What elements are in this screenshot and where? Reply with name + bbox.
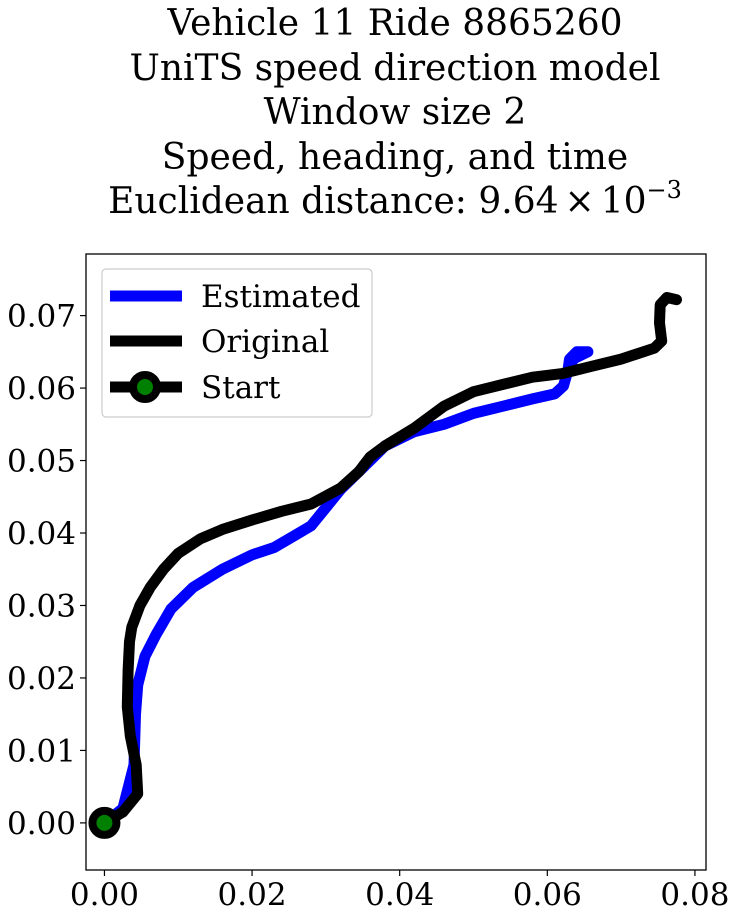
legend-start-marker (129, 371, 161, 403)
legend-box (101, 268, 373, 418)
x-tick-label: 0.06 (513, 877, 582, 913)
y-tick-label: 0.07 (7, 299, 76, 335)
y-tick-label: 0.05 (7, 444, 76, 480)
legend-label-estimated: Estimated (201, 279, 360, 315)
title-line-5: Euclidean distance: 9.64 × 10−3 (0, 178, 735, 225)
x-tick-label: 0.08 (660, 877, 729, 913)
axes: 0.00 0.02 0.04 0.06 0.08 0.00 0.01 0.02 0.03 0.04… (7, 253, 729, 913)
metric-base: 10 (600, 181, 647, 222)
series-line-estimated (99, 346, 594, 829)
y-tick-label: 0.00 (7, 806, 76, 842)
title-line-1: Vehicle 11 Ride 8865260 (167, 3, 623, 44)
x-tick-label: 0.04 (365, 877, 434, 913)
start-marker (88, 806, 121, 839)
legend: Estimated Original Start (101, 268, 373, 418)
metric-exponent: −3 (646, 176, 682, 204)
y-tick-label: 0.03 (7, 588, 76, 624)
x-tick-label: 0.02 (218, 877, 287, 913)
y-tick-label: 0.02 (7, 661, 76, 697)
metric-times: × (564, 181, 595, 222)
title-line-4: Speed, heading, and time (161, 136, 629, 178)
legend-label-start: Start (201, 370, 281, 406)
series-layer (88, 292, 682, 839)
chart-title: Vehicle 11 Ride 8865260 UniTS speed dire… (0, 2, 735, 225)
y-tick-label: 0.04 (7, 516, 76, 552)
x-tick-label: 0.00 (70, 877, 139, 913)
series-line-original (99, 292, 682, 829)
title-line-3: Window size 2 (263, 92, 527, 133)
title-line-2: UniTS speed direction model (129, 47, 661, 89)
metric-prefix: Euclidean distance: 9.64 (108, 181, 559, 222)
legend-label-original: Original (201, 324, 329, 360)
plot-frame (85, 253, 707, 871)
y-tick-label: 0.06 (7, 371, 76, 407)
y-tick-label: 0.01 (7, 733, 76, 769)
